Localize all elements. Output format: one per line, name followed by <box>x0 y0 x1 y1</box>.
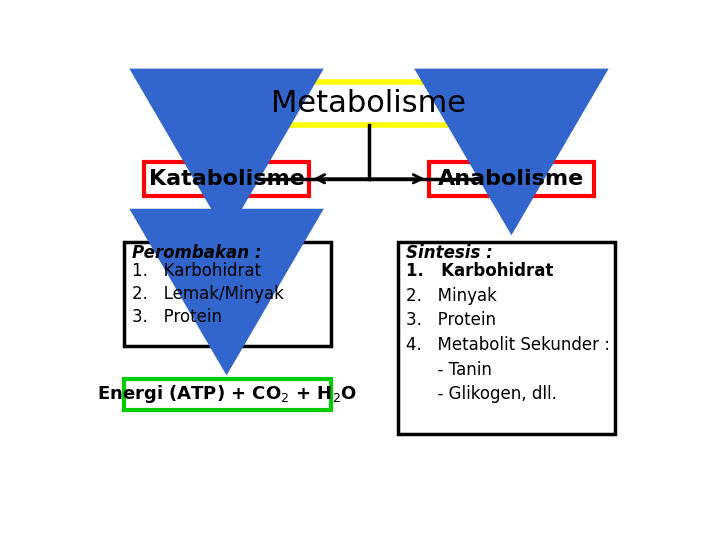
FancyBboxPatch shape <box>398 242 616 434</box>
FancyBboxPatch shape <box>124 242 330 346</box>
Text: 4.   Metabolit Sekunder :: 4. Metabolit Sekunder : <box>406 336 610 354</box>
FancyBboxPatch shape <box>144 162 309 195</box>
Text: Sintesis :: Sintesis : <box>406 244 492 262</box>
FancyBboxPatch shape <box>267 82 471 125</box>
Text: 2.   Minyak: 2. Minyak <box>406 287 497 305</box>
Text: 3.   Protein: 3. Protein <box>406 312 496 329</box>
Text: Metabolisme: Metabolisme <box>271 89 467 118</box>
FancyBboxPatch shape <box>429 162 594 195</box>
Text: 1.   Karbohidrat: 1. Karbohidrat <box>406 262 554 280</box>
Text: Energi (ATP) + CO$_2$ + H$_2$O: Energi (ATP) + CO$_2$ + H$_2$O <box>97 383 357 406</box>
Text: 2.   Lemak/Minyak: 2. Lemak/Minyak <box>132 285 284 303</box>
Text: Katabolisme: Katabolisme <box>148 169 305 189</box>
Text: 3.   Protein: 3. Protein <box>132 308 222 326</box>
Text: 1.   Karbohidrat: 1. Karbohidrat <box>132 262 261 280</box>
Text: - Glikogen, dll.: - Glikogen, dll. <box>406 386 557 403</box>
Text: Perombakan :: Perombakan : <box>132 244 261 262</box>
FancyBboxPatch shape <box>124 379 330 410</box>
Text: - Tanin: - Tanin <box>406 361 492 379</box>
Text: Anabolisme: Anabolisme <box>438 169 585 189</box>
